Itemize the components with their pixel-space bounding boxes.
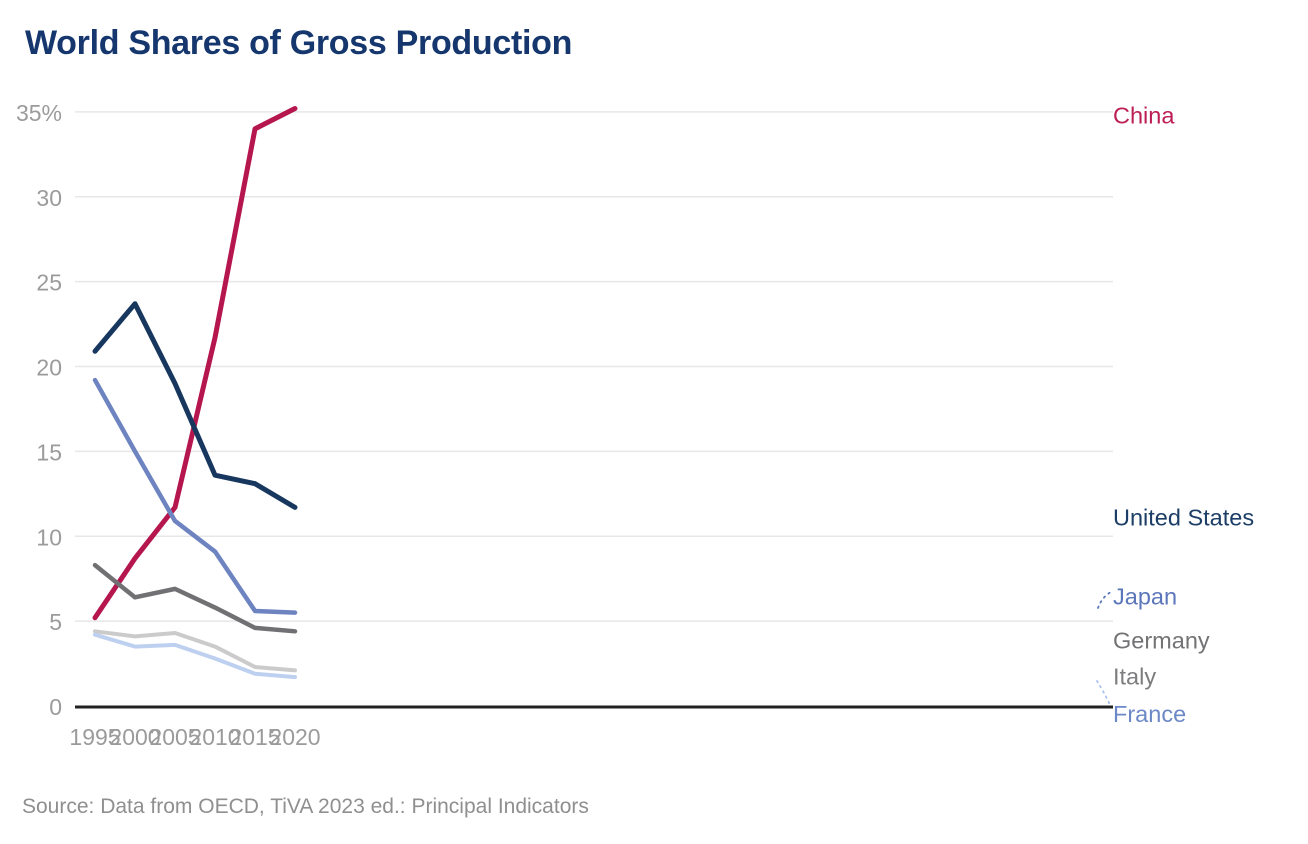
- series-line-japan: [92, 377, 298, 615]
- y-tick-label-15: 15: [36, 439, 62, 465]
- y-tick-label-25: 25: [36, 270, 62, 296]
- series-line-china: [92, 105, 298, 621]
- y-tick-label-5: 5: [49, 609, 62, 635]
- x-tick-label-2020: 2020: [269, 724, 320, 750]
- series-line-italy: [93, 629, 297, 673]
- y-tick-label-35: 35%: [16, 100, 62, 126]
- series-line-united-states: [92, 301, 298, 510]
- x-tick-label-2005: 2005: [149, 724, 200, 750]
- series-label-france: France: [1113, 701, 1186, 727]
- source-note: Source: Data from OECD, TiVA 2023 ed.: P…: [22, 795, 589, 818]
- y-tick-label-20: 20: [36, 355, 62, 381]
- series-label-germany: Germany: [1113, 627, 1210, 653]
- series-label-japan: Japan: [1113, 584, 1177, 610]
- leader-line-france: [1096, 680, 1112, 708]
- leader-line-japan: [1097, 591, 1112, 609]
- x-tick-label-2000: 2000: [109, 724, 160, 750]
- series-line-germany: [92, 562, 298, 634]
- x-tick-label-2010: 2010: [189, 724, 240, 750]
- series-label-italy: Italy: [1113, 663, 1156, 689]
- series-label-china: China: [1113, 102, 1175, 128]
- y-tick-label-30: 30: [36, 185, 62, 211]
- x-tick-label-1995: 1995: [69, 724, 120, 750]
- y-tick-label-10: 10: [36, 524, 62, 550]
- x-tick-label-2015: 2015: [229, 724, 280, 750]
- y-tick-label-0: 0: [49, 694, 62, 720]
- series-line-france: [93, 632, 297, 680]
- chart-title: World Shares of Gross Production: [25, 24, 573, 62]
- series-label-united-states: United States: [1113, 504, 1254, 530]
